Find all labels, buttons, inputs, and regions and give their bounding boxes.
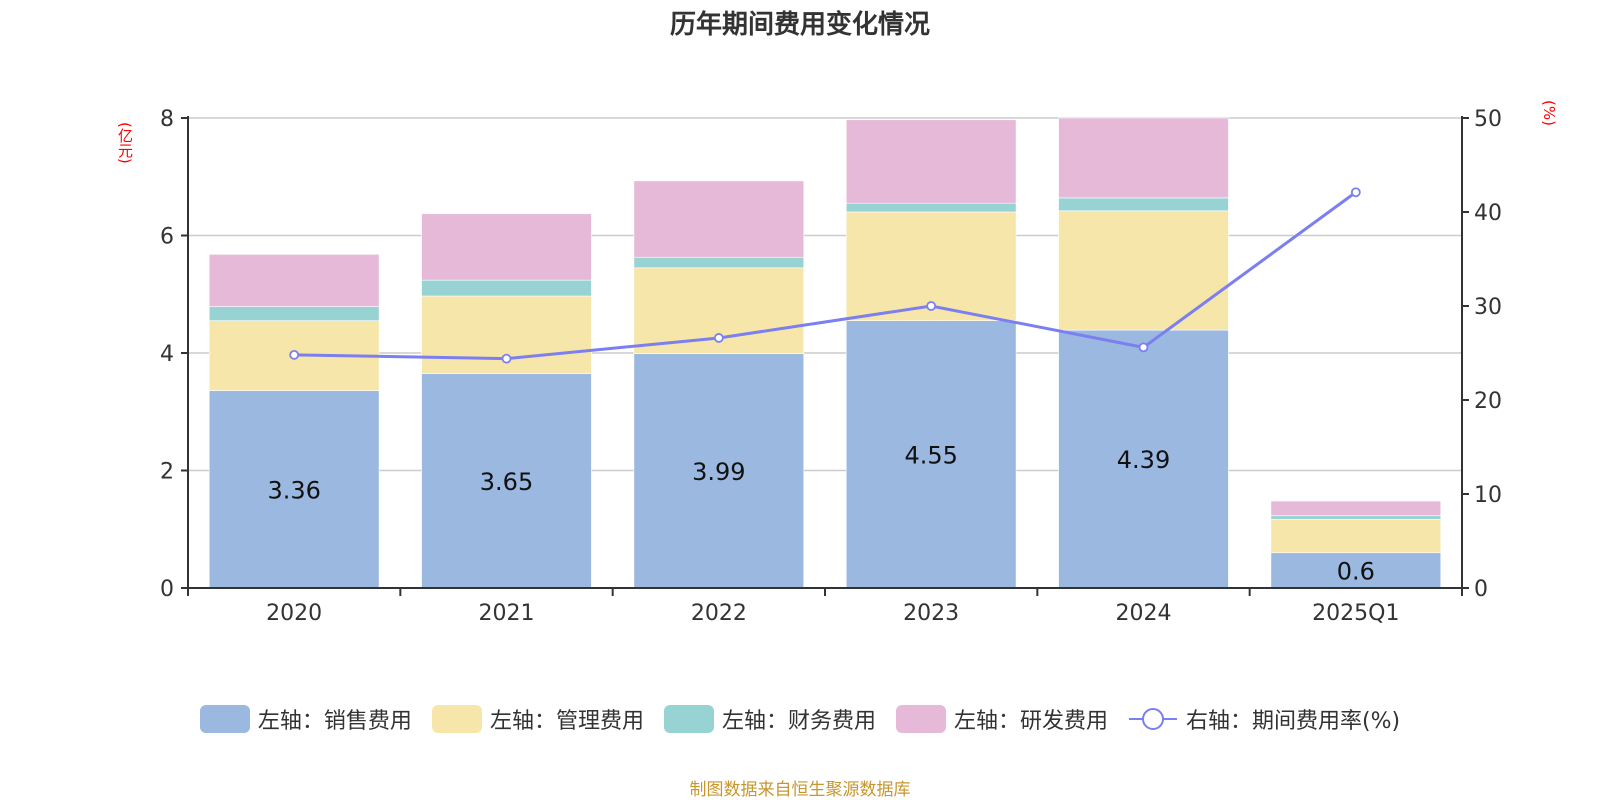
legend-item-rate[interactable]: 右轴：期间费用率(%) [1128,703,1400,735]
axes: 0 2 4 6 8 0 10 20 30 40 50 2020 2021 2022 2023 2024 2025… [160,107,1502,626]
bar-segment [1058,210,1229,331]
bar-value-label: 3.99 [692,458,745,486]
x-axis-tick-label: 2024 [1116,601,1172,626]
rate-line [289,187,1361,364]
bar-segment [1270,518,1442,554]
bar-value-label: 4.55 [904,441,957,469]
bar-segment [208,306,380,321]
right-axis-tick-label: 10 [1474,483,1502,508]
left-axis-tick-label: 6 [160,225,174,250]
left-axis-unit: (亿元) [116,122,134,164]
right-axis-tick-label: 40 [1474,201,1502,226]
source-note: 制图数据来自恒生聚源数据库 [689,780,911,800]
legend-swatch-sales [199,705,250,733]
legend-item-sales[interactable]: 左轴：销售费用 [199,703,412,735]
x-axis-tick-label: 2022 [691,601,747,626]
data-labels: 3.36 3.65 3.99 4.55 4.39 0.6 [267,441,1374,585]
right-axis-tick-label: 0 [1474,577,1488,602]
legend-label-finance: 左轴：财务费用 [721,709,876,734]
chart-title: 历年期间费用变化情况 [669,10,930,40]
legend-swatch-finance [663,705,714,733]
right-axis-tick-label: 20 [1474,389,1502,414]
bar-segment [1058,329,1229,589]
chart-area: 0 2 4 6 8 0 10 20 30 40 50 2020 2021 2022 2023 2024 2025… [160,107,1502,626]
bar-value-label: 3.36 [267,476,320,504]
bar-value-label: 4.39 [1117,446,1170,474]
x-axis-tick-label: 2020 [266,601,322,626]
rate-point[interactable] [926,301,937,311]
legend-label-admin: 左轴：管理费用 [489,709,644,734]
x-axis-tick-label: 2021 [479,601,535,626]
x-axis-tick-label: 2023 [903,601,959,626]
bar-segment [845,119,1017,204]
left-axis-tick-label: 4 [160,342,174,367]
bar-value-label: 3.65 [480,468,533,496]
rate-point[interactable] [501,353,512,364]
bar-segment [208,390,380,589]
right-axis-unit: (%) [1540,100,1558,126]
bar-segment [633,256,805,269]
legend-swatch-rd [895,705,946,733]
legend-swatch-admin [431,705,482,733]
bar-segment [633,353,805,589]
right-axis-tick-label: 30 [1474,295,1502,320]
right-axis-tick-label: 50 [1474,107,1502,132]
bar-segment [421,279,592,297]
legend: 左轴：销售费用 左轴：管理费用 左轴：财务费用 左轴：研发费用 右轴：期间费用率… [0,703,1600,735]
bars [208,117,1442,589]
bar-segment [845,320,1017,589]
x-axis-tick-label: 2025Q1 [1312,601,1399,626]
bar-segment [1058,197,1229,212]
rate-point[interactable] [1350,187,1361,198]
bar-segment [633,180,805,258]
legend-item-finance[interactable]: 左轴：财务费用 [663,703,876,735]
bar-segment [1270,515,1442,520]
left-axis-tick-label: 0 [160,577,174,602]
legend-line-marker-icon [1128,708,1177,730]
left-axis-tick-label: 8 [160,107,174,132]
rate-point[interactable] [1138,342,1149,353]
bar-value-label: 0.6 [1337,557,1375,585]
bar-segment [845,202,1017,213]
bar-segment [1270,500,1442,517]
legend-item-rd[interactable]: 左轴：研发费用 [895,703,1108,735]
legend-label-rate: 右轴：期间费用率(%) [1185,709,1401,734]
rate-line-path [294,191,1357,361]
rate-point[interactable] [713,333,724,343]
bar-segment [1058,117,1229,199]
legend-item-admin[interactable]: 左轴：管理费用 [431,703,644,735]
left-axis-tick-label: 2 [160,460,174,485]
bar-segment [421,373,592,589]
legend-label-rd: 左轴：研发费用 [953,709,1108,734]
bar-segment [208,254,380,307]
gridlines [188,117,1462,472]
bar-segment [421,213,592,281]
legend-label-sales: 左轴：销售费用 [257,709,412,734]
rate-point[interactable] [289,349,300,360]
